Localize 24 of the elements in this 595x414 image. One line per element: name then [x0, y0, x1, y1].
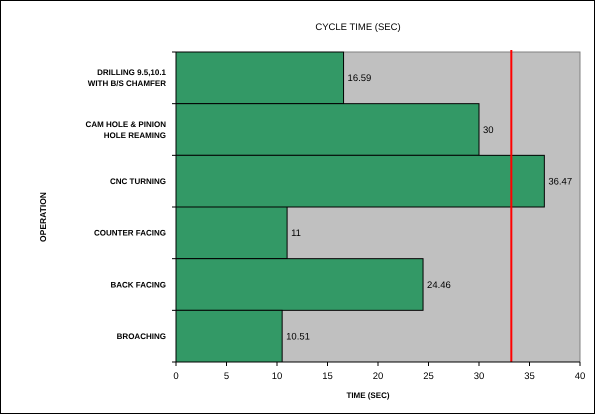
y-tick-label: BROACHING — [116, 332, 166, 341]
x-tick-label: 10 — [272, 371, 282, 382]
y-tick-label: CAM HOLE & PINION HOLE REAMING — [86, 120, 166, 140]
data-label: 11 — [291, 228, 301, 240]
chart-title: CYCLE TIME (SEC) — [315, 22, 401, 33]
y-axis-title: OPERATION — [38, 192, 48, 242]
x-tick-label: 5 — [224, 371, 230, 382]
data-label: 36.47 — [548, 176, 572, 188]
x-axis-title: TIME (SEC) — [346, 391, 390, 400]
y-tick-label: CNC TURNING — [110, 176, 166, 186]
data-label: 24.46 — [427, 280, 451, 291]
data-label: 16.59 — [348, 73, 372, 84]
x-tick-label: 40 — [574, 371, 586, 382]
x-tick-label: 35 — [524, 371, 535, 382]
x-tick-label: 30 — [474, 371, 484, 382]
y-tick-label: DRILLING 9.5,10.1 WITH B/S CHAMFER — [88, 68, 167, 88]
x-tick-label: 15 — [322, 371, 333, 382]
x-tick-label: 0 — [173, 371, 179, 382]
x-tick-label: 20 — [372, 371, 384, 382]
x-tick-label: 25 — [423, 371, 434, 382]
y-tick-label: COUNTER FACING — [94, 228, 166, 238]
data-label: 10.51 — [286, 331, 310, 342]
y-tick-label: BACK FACING — [110, 280, 166, 290]
data-label: 30 — [483, 124, 494, 136]
